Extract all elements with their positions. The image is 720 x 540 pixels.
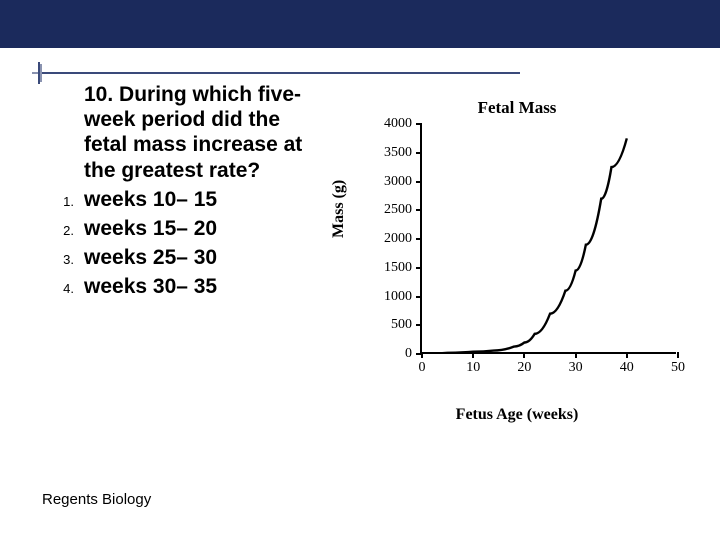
- chart-xtick-label: 30: [569, 360, 583, 376]
- chart-ytick-label: 1500: [384, 260, 412, 276]
- chart-title: Fetal Mass: [332, 98, 702, 118]
- chart-xlabel: Fetus Age (weeks): [332, 406, 702, 424]
- chart-xtick: [472, 352, 474, 358]
- question-text: 10. During which five-week period did th…: [84, 82, 318, 183]
- chart-xtick: [677, 352, 679, 358]
- option-text: weeks 30– 35: [84, 274, 217, 299]
- option-text: weeks 15– 20: [84, 216, 217, 241]
- option-number: 2.: [44, 223, 74, 238]
- chart-xtick-label: 10: [466, 360, 480, 376]
- chart-xtick-label: 40: [620, 360, 634, 376]
- option-text: weeks 10– 15: [84, 187, 217, 212]
- chart-ytick: [416, 296, 422, 298]
- chart-plot-area: 0500100015002000250030003500400001020304…: [420, 124, 676, 354]
- chart-ytick-label: 4000: [384, 116, 412, 132]
- chart-ytick-label: 2500: [384, 202, 412, 218]
- option-number: 4.: [44, 281, 74, 296]
- chart-ytick-label: 3500: [384, 145, 412, 161]
- chart-xtick-label: 50: [671, 360, 685, 376]
- chart-ytick: [416, 123, 422, 125]
- chart-xtick-label: 20: [517, 360, 531, 376]
- chart-ytick-label: 1000: [384, 289, 412, 305]
- header-bar: [0, 0, 720, 48]
- chart-xtick: [421, 352, 423, 358]
- chart-ytick: [416, 152, 422, 154]
- chart-ytick: [416, 209, 422, 211]
- chart-ytick: [416, 324, 422, 326]
- footer-text: Regents Biology: [42, 491, 151, 508]
- chart-xtick-label: 0: [419, 360, 426, 376]
- chart-ytick-label: 3000: [384, 174, 412, 190]
- option-row: 3. weeks 25– 30: [84, 245, 318, 270]
- chart-ytick: [416, 267, 422, 269]
- chart-ylabel: Mass (g): [330, 180, 348, 238]
- question-block: 10. During which five-week period did th…: [84, 82, 318, 300]
- chart-ytick-label: 2000: [384, 231, 412, 247]
- chart-ytick: [416, 181, 422, 183]
- option-row: 4. weeks 30– 35: [84, 274, 318, 299]
- option-row: 1. weeks 10– 15: [84, 187, 318, 212]
- option-number: 3.: [44, 252, 74, 267]
- chart-ytick: [416, 238, 422, 240]
- option-row: 2. weeks 15– 20: [84, 216, 318, 241]
- chart-ytick-label: 500: [391, 317, 412, 333]
- chart-ytick-label: 0: [405, 346, 412, 362]
- fetal-mass-chart: Fetal Mass Mass (g) Fetus Age (weeks) 05…: [332, 98, 702, 418]
- divider-line: [42, 72, 520, 74]
- chart-curve: [422, 124, 678, 354]
- chart-xtick: [626, 352, 628, 358]
- chart-xtick: [575, 352, 577, 358]
- option-text: weeks 25– 30: [84, 245, 217, 270]
- chart-xtick: [523, 352, 525, 358]
- option-number: 1.: [44, 194, 74, 209]
